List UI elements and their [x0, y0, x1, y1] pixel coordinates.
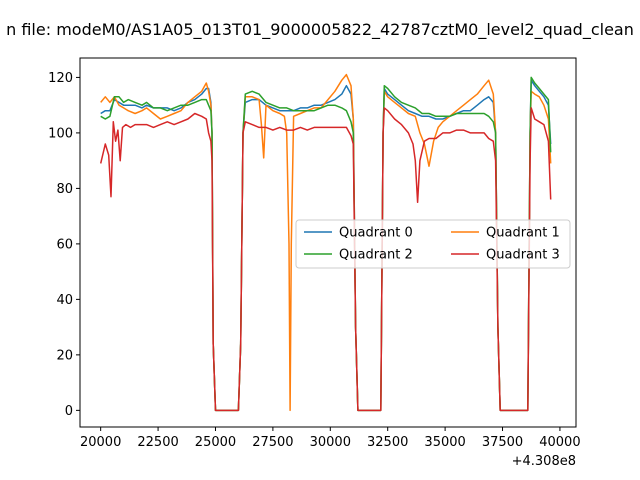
y-axis: 0 20 40 60 80 100 120: [48, 71, 80, 419]
x-axis: 20000 22500 25000 27500 30000 32500 35000 37500…: [80, 427, 581, 450]
x-tick-label: 35000: [424, 435, 465, 450]
legend-label: Quadrant 1: [486, 226, 560, 241]
x-tick-label: 20000: [80, 435, 121, 450]
legend-label: Quadrant 3: [486, 248, 560, 263]
x-tick-label: 27500: [252, 435, 293, 450]
legend: Quadrant 0 Quadrant 1 Quadrant 2 Quadrant 3: [295, 219, 571, 269]
x-tick-label: 40000: [539, 435, 580, 450]
x-tick-label: 30000: [310, 435, 351, 450]
y-tick-label: 40: [56, 293, 73, 308]
series-line-quadrant-1: [100, 73, 552, 412]
x-tick-label: 22500: [137, 435, 178, 450]
x-tick-label: 37500: [482, 435, 523, 450]
legend-label: Quadrant 2: [339, 248, 413, 263]
legend-label: Quadrant 0: [339, 226, 413, 241]
y-tick-label: 120: [48, 71, 73, 86]
series-line-quadrant-2: [100, 76, 552, 412]
y-tick-label: 60: [56, 237, 73, 252]
plot-area: [99, 73, 552, 412]
legend-box: [295, 219, 571, 269]
x-offset-label: +4.308e8: [512, 454, 576, 469]
y-tick-label: 0: [65, 404, 73, 419]
x-tick-label: 25000: [195, 435, 236, 450]
y-tick-label: 20: [56, 348, 73, 363]
y-tick-label: 100: [48, 126, 73, 141]
chart-title: n file: modeM0/AS1A05_013T01_9000005822_…: [6, 20, 634, 40]
x-tick-label: 32500: [367, 435, 408, 450]
series-line-quadrant-3: [99, 107, 552, 412]
axes-frame: [79, 57, 577, 428]
y-tick-label: 80: [56, 182, 73, 197]
